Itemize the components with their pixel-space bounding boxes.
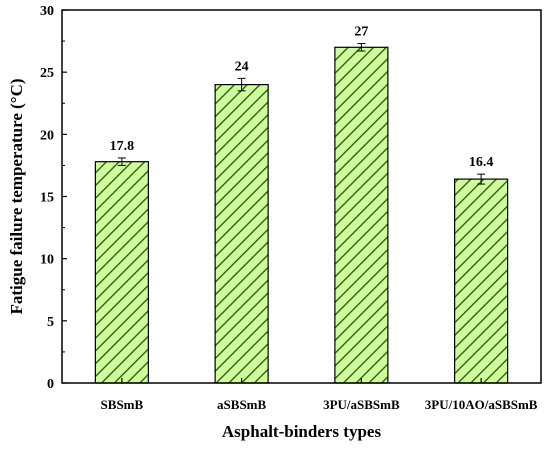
y-tick-label: 0: [47, 377, 54, 392]
data-label: 16.4: [469, 155, 494, 170]
error-bar: [477, 173, 486, 185]
y-axis-ticks: 0 5 10 15 20 25 30: [40, 4, 67, 392]
bar-3pu-10ao-asbsmb: [454, 178, 509, 384]
bar-sbsmb: [94, 161, 149, 384]
y-tick-label: 25: [40, 66, 54, 81]
x-tick-label: 3PU/10AO/aSBSmB: [425, 397, 538, 412]
error-bar: [357, 43, 366, 52]
data-label: 17.8: [110, 139, 135, 154]
y-tick-label: 15: [40, 191, 54, 206]
x-tick-label: SBSmB: [101, 397, 144, 412]
error-bars-layer: [117, 43, 486, 185]
data-label: 27: [354, 25, 368, 40]
error-bar: [117, 157, 126, 166]
y-tick-label: 10: [40, 253, 54, 268]
x-tick-label: aSBSmB: [217, 397, 266, 412]
y-axis-title: Fatigue failure temperature (°C): [7, 78, 26, 314]
bar-3pu-asbsmb: [334, 46, 389, 384]
y-tick-label: 20: [40, 128, 54, 143]
x-axis-ticks: SBSmB aSBSmB 3PU/aSBSmB 3PU/10AO/aSBSmB: [101, 378, 538, 412]
y-tick-label: 5: [47, 315, 54, 330]
x-tick-label: 3PU/aSBSmB: [323, 397, 400, 412]
bars-layer: [94, 46, 509, 384]
data-label: 24: [235, 59, 249, 74]
error-bar: [237, 77, 246, 92]
x-axis-title: Asphalt-binders types: [222, 422, 382, 441]
bar-asbsmb: [214, 83, 269, 384]
value-labels-layer: 17.8 24 27 16.4: [110, 25, 494, 171]
y-tick-label: 30: [40, 4, 54, 19]
